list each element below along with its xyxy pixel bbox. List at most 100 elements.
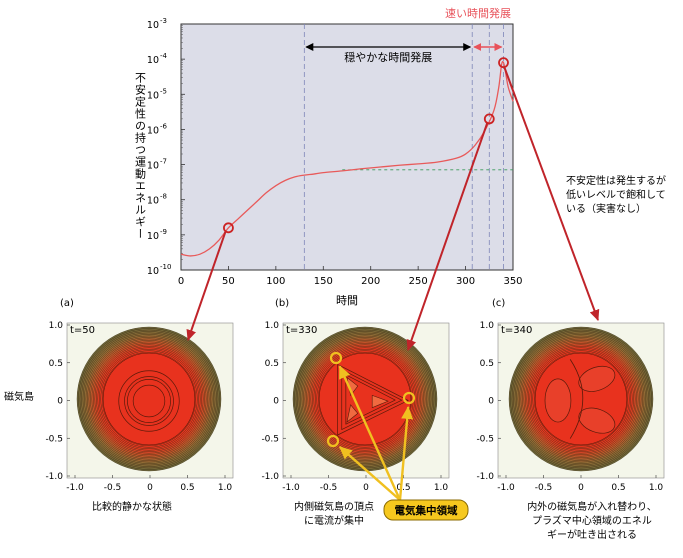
island-contour (124, 376, 174, 426)
panel-x-tick-label: 0 (363, 483, 369, 493)
x-tick-label: 300 (456, 276, 475, 287)
x-tick-label: 200 (361, 276, 380, 287)
y-tick-exponent: -5 (160, 87, 167, 95)
core-contour (102, 352, 196, 446)
x-tick-label: 350 (503, 276, 522, 287)
saturation-note-line: いる（実害なし） (566, 202, 646, 215)
contour-plot-b (292, 326, 438, 472)
y-tick-label: 10 (147, 20, 159, 31)
island-contour (345, 374, 396, 425)
island-lobe (578, 407, 616, 434)
panel-caption: ギーが吐き出される (547, 528, 637, 541)
panel-a: (a) t=50 比較的静かな状態 (60, 298, 234, 513)
saturation-note-line: 不安定性は発生するが (566, 174, 666, 187)
panel-x-tick-label: 0.5 (611, 483, 625, 493)
magnetic-island-label: 磁気島 (4, 390, 34, 403)
panel-y-tick-label: -1.0 (45, 472, 63, 482)
y-tick-exponent: -7 (160, 158, 167, 166)
panel-letter: (a) (60, 298, 74, 309)
pointer-line (406, 122, 489, 351)
panel-y-tick-label: 1.0 (265, 321, 280, 331)
y-tick-label: 10 (147, 90, 159, 101)
time-label: t=340 (501, 325, 532, 336)
panel-y-tick-label: -0.5 (476, 434, 494, 444)
panel-y-tick-label: -1.0 (261, 472, 279, 482)
panel-c: (c) t=340 内外の磁気島が入れ替わり、 プラズマ中心領域のエネル ギーが… (492, 298, 665, 541)
panel-x-tick-label: 0.5 (180, 483, 194, 493)
y-tick-exponent: -4 (160, 52, 168, 60)
y-tick-label: 10 (147, 231, 159, 242)
island-contour (118, 370, 180, 432)
y-tick-exponent: -3 (160, 17, 167, 25)
y-tick-label: 10 (147, 55, 159, 66)
time-label: t=50 (70, 325, 95, 336)
contour-plot-a (76, 326, 222, 472)
panel-x-tick-label: -1.0 (66, 483, 84, 493)
panel-y-tick-label: 1.0 (49, 321, 64, 331)
panel-y-tick-label: 0 (488, 397, 494, 407)
panel-x-tick-label: -0.5 (320, 483, 338, 493)
y-tick-exponent: -9 (160, 228, 167, 236)
pointer-lines (186, 62, 600, 351)
x-axis-ticks: 0 50 100 150 200 250 300 350 (178, 266, 523, 287)
y-tick-label: 10 (147, 266, 159, 277)
pointer-line (186, 231, 227, 341)
current-spot-marker (402, 391, 416, 405)
current-concentration-annotation: 電気集中領域 (326, 351, 469, 521)
panel-x-tick-label: 1.0 (649, 483, 664, 493)
panel-x-tick-label: -0.5 (104, 483, 122, 493)
panel-y-tick-label: 0 (57, 397, 63, 407)
panel-y-tick-label: -0.5 (261, 434, 279, 444)
panel-x-tick-label: 0 (147, 483, 153, 493)
sample-markers (223, 57, 509, 234)
panel-y-tick-label: 1.0 (480, 321, 495, 331)
y-tick-label: 10 (147, 196, 159, 207)
panel-x-tick-label: -0.5 (535, 483, 553, 493)
pointer-line (503, 67, 600, 321)
panel-caption: 比較的静かな状態 (92, 500, 172, 513)
x-tick-label: 150 (314, 276, 333, 287)
y-tick-label: 10 (147, 125, 159, 136)
slow-evolution-annotation: 穏やかな時間発展 (305, 43, 472, 64)
island-contour (341, 369, 403, 430)
sample-marker (483, 113, 495, 125)
panel-y-tick-label: 0.5 (49, 359, 63, 369)
sample-marker (223, 222, 234, 234)
current-arrows (326, 351, 416, 501)
y-axis-label: 不安定性の持つ運動エネルギー (134, 72, 147, 240)
current-arrow (398, 405, 414, 501)
fast-evolution-label: 速い時間発展 (445, 6, 511, 20)
island-contour (132, 384, 166, 418)
phase-lines (303, 24, 504, 270)
current-arrow (338, 446, 401, 501)
island-contour (337, 364, 409, 436)
panel-y-tick-label: -1.0 (476, 472, 494, 482)
x-tick-label: 250 (409, 276, 428, 287)
sample-marker (498, 57, 509, 69)
time-label: t=330 (286, 325, 317, 336)
saturation-note-line: 低いレベルで飽和して (566, 188, 666, 201)
panel-x-tick-label: -1.0 (497, 483, 515, 493)
separatrix (569, 359, 584, 439)
island-lobe (371, 394, 389, 409)
panel-x-tick-label: -1.0 (282, 483, 300, 493)
panel-caption: プラズマ中心領域のエネル (532, 514, 652, 527)
island-lobe (544, 378, 572, 423)
current-spot-marker (326, 434, 340, 448)
x-tick-label: 0 (178, 276, 184, 287)
panel-caption: に電流が集中 (304, 514, 364, 527)
panel-x-tick-label: 0.5 (396, 483, 410, 493)
saturation-note: 不安定性は発生するが 低いレベルで飽和して いる（実害なし） (566, 174, 666, 215)
plot-area (180, 23, 514, 271)
y-tick-exponent: -10 (160, 263, 171, 271)
panel-x-tick-label: 1.0 (434, 483, 449, 493)
pointer-guide (484, 62, 504, 293)
current-label-box (383, 499, 469, 521)
panel-letter: (c) (492, 298, 505, 309)
x-axis-label: 時間 (336, 294, 358, 307)
contour-plot-c (508, 326, 654, 472)
panel-y-tick-label: 0.5 (265, 359, 279, 369)
